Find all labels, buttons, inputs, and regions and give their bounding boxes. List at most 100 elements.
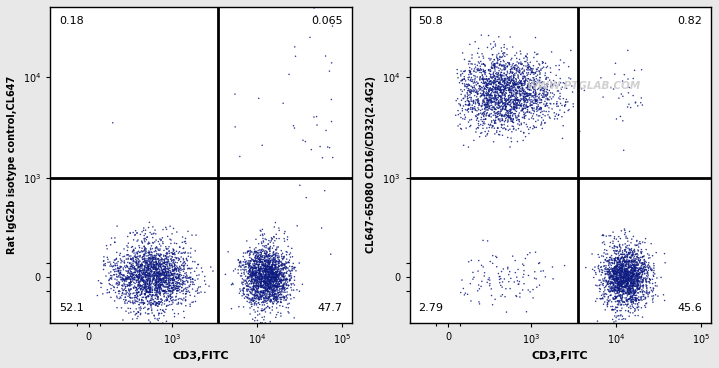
- Point: [479, 106, 490, 112]
- Point: [624, 277, 636, 283]
- Point: [641, 278, 652, 284]
- Point: [139, 291, 151, 297]
- Point: [97, 291, 109, 297]
- Point: [130, 284, 142, 290]
- Point: [641, 291, 653, 297]
- Point: [171, 280, 183, 286]
- Point: [473, 102, 485, 108]
- Point: [607, 269, 618, 275]
- Point: [156, 267, 168, 273]
- Point: [510, 96, 522, 102]
- Point: [129, 267, 141, 273]
- Point: [267, 287, 279, 293]
- Point: [481, 102, 493, 107]
- Point: [606, 285, 618, 291]
- Point: [506, 56, 518, 61]
- Point: [476, 278, 487, 284]
- Point: [493, 111, 505, 117]
- Point: [494, 132, 505, 138]
- Point: [608, 261, 620, 266]
- Point: [266, 262, 278, 268]
- Point: [530, 70, 541, 76]
- Point: [624, 229, 636, 234]
- Point: [134, 263, 145, 269]
- Point: [482, 98, 494, 104]
- Point: [234, 262, 245, 268]
- Point: [261, 293, 273, 299]
- Point: [485, 97, 496, 103]
- Point: [245, 299, 257, 305]
- Point: [151, 300, 162, 305]
- Point: [161, 262, 173, 268]
- Point: [137, 256, 149, 262]
- Point: [249, 263, 261, 269]
- Point: [487, 79, 499, 85]
- Point: [136, 248, 147, 254]
- Point: [487, 71, 499, 77]
- Point: [491, 128, 503, 134]
- Point: [509, 81, 521, 87]
- Point: [262, 258, 274, 264]
- Point: [151, 291, 162, 297]
- Point: [281, 252, 293, 258]
- Point: [134, 269, 146, 275]
- Point: [263, 258, 275, 264]
- Point: [152, 294, 163, 300]
- Point: [109, 235, 121, 241]
- Point: [523, 116, 535, 122]
- Point: [250, 293, 262, 298]
- Point: [503, 113, 515, 118]
- Point: [545, 101, 557, 107]
- Point: [165, 273, 177, 279]
- Point: [617, 268, 628, 274]
- Point: [498, 63, 510, 69]
- Point: [157, 235, 168, 241]
- Point: [115, 268, 127, 274]
- Point: [510, 86, 522, 92]
- Point: [185, 270, 196, 276]
- Point: [507, 70, 518, 75]
- Point: [270, 332, 282, 337]
- Point: [235, 263, 247, 269]
- Point: [520, 89, 531, 95]
- Point: [137, 277, 148, 283]
- Point: [255, 295, 267, 301]
- Point: [646, 293, 658, 299]
- Point: [180, 298, 191, 304]
- Point: [615, 228, 627, 234]
- Point: [249, 275, 261, 280]
- Point: [167, 298, 178, 304]
- Point: [517, 88, 528, 93]
- Point: [245, 275, 257, 280]
- Point: [126, 269, 137, 275]
- Point: [599, 241, 610, 247]
- Point: [477, 87, 489, 93]
- Point: [270, 284, 282, 290]
- Point: [481, 125, 493, 131]
- Point: [625, 267, 636, 273]
- Point: [506, 118, 518, 124]
- Point: [262, 286, 273, 292]
- Point: [255, 279, 266, 285]
- Point: [626, 248, 637, 254]
- Point: [248, 270, 260, 276]
- Point: [155, 270, 166, 276]
- Point: [604, 287, 615, 293]
- Point: [124, 274, 135, 280]
- Point: [137, 266, 149, 272]
- Point: [133, 282, 145, 288]
- Point: [121, 288, 132, 294]
- Point: [174, 276, 186, 282]
- Point: [144, 255, 155, 261]
- Point: [468, 89, 480, 95]
- Point: [605, 261, 616, 267]
- Point: [621, 282, 633, 287]
- Point: [314, 144, 326, 149]
- Point: [138, 300, 150, 306]
- Point: [252, 250, 264, 256]
- Point: [248, 298, 260, 304]
- Point: [257, 289, 268, 295]
- Point: [485, 259, 496, 265]
- Point: [613, 280, 625, 286]
- Point: [140, 269, 152, 275]
